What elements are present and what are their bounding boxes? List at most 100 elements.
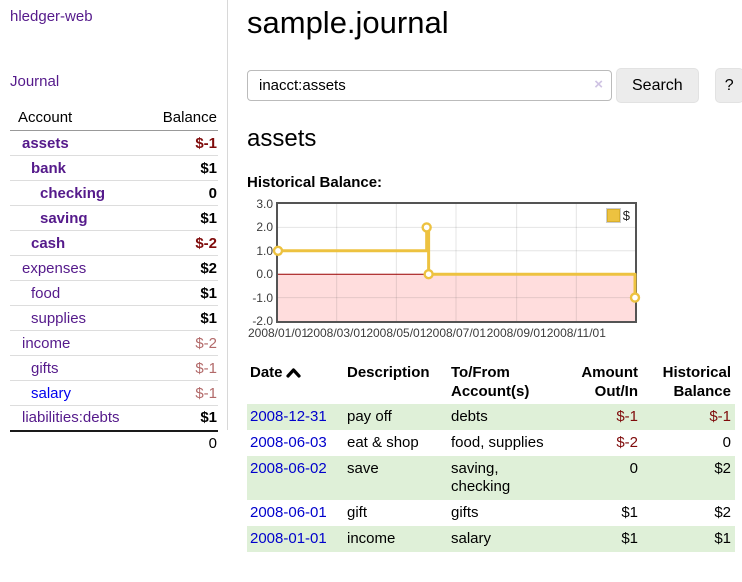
account-row: saving $1 <box>10 205 218 231</box>
app-title-link[interactable]: hledger-web <box>10 8 93 25</box>
search-input[interactable] <box>247 70 612 101</box>
transaction-row: 2008-01-01 income salary $1 $1 <box>247 526 735 552</box>
account-balance: $1 <box>141 405 218 431</box>
transaction-description: pay off <box>344 404 448 430</box>
transaction-description: gift <box>347 504 368 521</box>
transaction-row: 2008-12-31 pay off debts $-1 $-1 <box>247 404 735 430</box>
y-tick-label: 2.0 <box>256 220 273 235</box>
account-link-expenses[interactable]: expenses <box>22 259 87 277</box>
transaction-tofrom: salary <box>448 526 554 552</box>
transaction-description: eat & shop <box>347 434 419 451</box>
transaction-date-link[interactable]: 2008-06-01 <box>250 504 327 521</box>
chart-canvas <box>272 204 641 321</box>
transaction-tofrom: saving, checking <box>448 456 554 500</box>
transaction-row: 2008-06-03 eat & shop food, supplies $-2… <box>247 430 735 456</box>
transaction-amount: $-1 <box>554 404 642 430</box>
account-balance: $-1 <box>141 380 218 406</box>
page-title: sample.journal <box>247 5 449 40</box>
account-row: checking 0 <box>10 180 218 206</box>
y-tick-label: 0.0 <box>256 267 273 282</box>
nav-journal: Journal <box>10 73 218 91</box>
help-button[interactable]: ? <box>714 68 742 103</box>
sort-caret-up-icon <box>285 364 301 383</box>
legend-label: $ <box>622 208 630 223</box>
transactions-table: Date Description To/From Account(s) Amou… <box>247 361 735 552</box>
account-link-gifts[interactable]: gifts <box>31 359 59 377</box>
y-tick-label: -1.0 <box>252 290 273 305</box>
transaction-historical: $-1 <box>642 404 735 430</box>
account-row: cash $-2 <box>10 230 218 256</box>
account-link-food[interactable]: food <box>31 284 61 302</box>
accounts-header-account: Account <box>10 107 142 131</box>
x-tick-label: 2008/01/01 <box>247 326 309 340</box>
plot-area: $ <box>272 202 641 323</box>
transaction-amount: $1 <box>621 504 638 521</box>
account-row: liabilities:debts $1 <box>10 405 218 431</box>
account-balance: $-2 <box>141 230 218 256</box>
journal-link[interactable]: Journal <box>10 73 60 90</box>
clear-search-icon[interactable]: × <box>594 76 603 93</box>
account-row: bank $1 <box>10 155 218 181</box>
account-link-income[interactable]: income <box>22 334 71 352</box>
transaction-amount: 0 <box>554 456 642 500</box>
account-link-salary[interactable]: salary <box>31 384 72 402</box>
app-title: hledger-web <box>10 8 218 26</box>
search-form: × Search ? <box>247 68 742 103</box>
x-tick-label: 2008/05/01 <box>366 326 427 340</box>
search-button[interactable]: Search <box>616 68 699 103</box>
col-header-date: Date <box>247 361 344 404</box>
transaction-date-link[interactable]: 2008-01-01 <box>250 530 327 547</box>
transaction-date-link[interactable]: 2008-06-02 <box>250 460 327 477</box>
sidebar: hledger-web Journal Account Balance asse… <box>0 0 228 456</box>
transaction-historical: $2 <box>714 504 731 521</box>
search-field-wrap: × <box>247 70 612 101</box>
y-tick-label: 3.0 <box>256 197 273 211</box>
account-link-cash[interactable]: cash <box>31 234 66 252</box>
x-tick-label: 2008/09/01 <box>486 326 547 340</box>
transaction-historical: $1 <box>642 526 735 552</box>
transaction-row: 2008-06-02 save saving, checking 0 $2 <box>247 456 735 500</box>
transaction-amount: $-2 <box>616 434 638 451</box>
x-tick-label: 2008/03/01 <box>306 326 367 340</box>
transaction-historical: $2 <box>642 456 735 500</box>
col-header-historical: Historical Balance <box>662 364 731 400</box>
col-header-date-label: Date <box>250 364 283 381</box>
account-link-supplies[interactable]: supplies <box>31 309 87 327</box>
transaction-tofrom: debts <box>448 404 554 430</box>
account-row: gifts $-1 <box>10 355 218 381</box>
account-row: assets $-1 <box>10 131 218 156</box>
account-link-liabilities-debts[interactable]: liabilities:debts <box>22 409 120 427</box>
account-balance: $1 <box>141 280 218 306</box>
account-balance: $-1 <box>141 355 218 381</box>
col-header-tofrom: To/From Account(s) <box>451 364 530 400</box>
transaction-row: 2008-06-01 gift gifts $1 $2 <box>247 500 735 526</box>
col-header-description: Description <box>347 364 430 381</box>
transaction-date-link[interactable]: 2008-06-03 <box>250 434 327 451</box>
account-row: salary $-1 <box>10 380 218 406</box>
account-row: food $1 <box>10 280 218 306</box>
account-link-saving[interactable]: saving <box>40 209 88 227</box>
y-tick-label: -2.0 <box>252 314 273 328</box>
account-link-bank[interactable]: bank <box>31 159 67 177</box>
transaction-date-link[interactable]: 2008-12-31 <box>250 408 327 425</box>
main-content: sample.journal × Search ? assets Histori… <box>247 0 742 552</box>
accounts-table: Account Balance assets $-1 bank $1 check… <box>10 107 218 456</box>
legend-swatch-icon <box>605 208 621 223</box>
transaction-tofrom: food, supplies <box>451 434 544 451</box>
account-row: expenses $2 <box>10 255 218 281</box>
chart-title: Historical Balance: <box>247 174 383 191</box>
historical-balance-chart: $ 3.0 2.0 1.0 0.0 -1.0 -2.0 2008/01/01 2008/03/… <box>247 197 735 342</box>
transactions-header-row: Date Description To/From Account(s) Amou… <box>247 361 735 404</box>
accounts-header-balance: Balance <box>141 107 218 131</box>
account-row: supplies $1 <box>10 305 218 331</box>
account-balance: $1 <box>141 205 218 231</box>
account-link-checking[interactable]: checking <box>40 184 106 202</box>
transaction-tofrom: gifts <box>451 504 479 521</box>
chart-legend: $ <box>604 207 632 224</box>
account-link-assets[interactable]: assets <box>22 134 69 152</box>
account-balance: $-2 <box>141 330 218 356</box>
x-tick-label: 2008/11/01 <box>546 326 606 340</box>
accounts-total: 0 <box>141 429 218 456</box>
y-tick-label: 1.0 <box>256 243 273 258</box>
accounts-total-row: 0 <box>10 429 218 456</box>
